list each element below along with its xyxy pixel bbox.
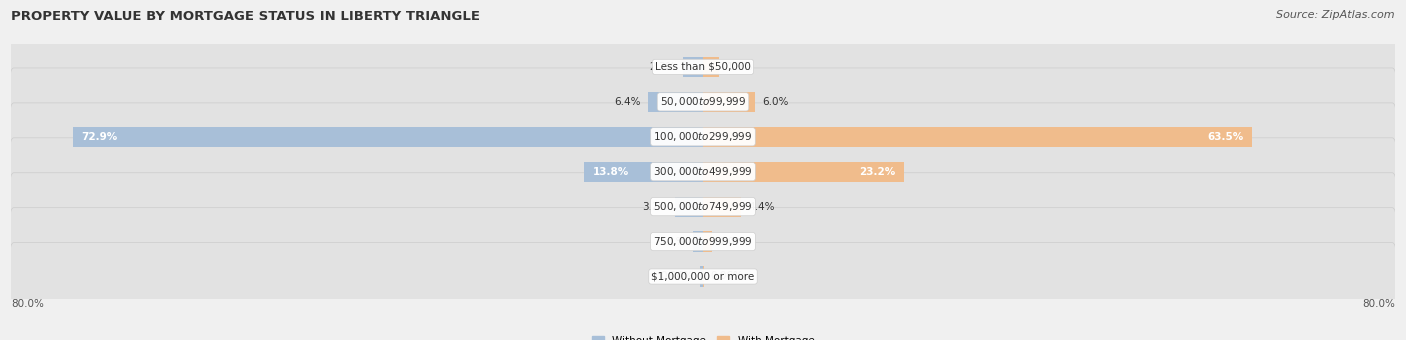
Text: $100,000 to $299,999: $100,000 to $299,999 — [654, 130, 752, 143]
Bar — [703, 162, 904, 182]
Bar — [703, 92, 755, 112]
Text: 6.4%: 6.4% — [614, 97, 641, 107]
FancyBboxPatch shape — [10, 243, 1396, 310]
Bar — [703, 126, 1253, 147]
Bar — [675, 197, 703, 217]
Text: PROPERTY VALUE BY MORTGAGE STATUS IN LIBERTY TRIANGLE: PROPERTY VALUE BY MORTGAGE STATUS IN LIB… — [11, 10, 481, 23]
Text: 23.2%: 23.2% — [859, 167, 896, 177]
Bar — [703, 197, 741, 217]
FancyBboxPatch shape — [10, 68, 1396, 136]
Bar — [703, 57, 720, 77]
Text: 72.9%: 72.9% — [82, 132, 118, 142]
Bar — [583, 162, 703, 182]
Text: 63.5%: 63.5% — [1208, 132, 1243, 142]
FancyBboxPatch shape — [10, 138, 1396, 206]
Legend: Without Mortgage, With Mortgage: Without Mortgage, With Mortgage — [588, 332, 818, 340]
Text: Less than $50,000: Less than $50,000 — [655, 62, 751, 72]
Bar — [700, 266, 703, 287]
Text: 6.0%: 6.0% — [762, 97, 789, 107]
Text: $50,000 to $99,999: $50,000 to $99,999 — [659, 95, 747, 108]
Text: $500,000 to $749,999: $500,000 to $749,999 — [654, 200, 752, 213]
Text: $1,000,000 or more: $1,000,000 or more — [651, 272, 755, 282]
Text: 2.3%: 2.3% — [650, 62, 676, 72]
Text: 1.0%: 1.0% — [718, 237, 745, 246]
Text: $300,000 to $499,999: $300,000 to $499,999 — [654, 165, 752, 178]
Text: 3.2%: 3.2% — [643, 202, 668, 211]
Text: 0.34%: 0.34% — [661, 272, 693, 282]
Text: 1.9%: 1.9% — [727, 62, 752, 72]
Bar — [683, 57, 703, 77]
FancyBboxPatch shape — [10, 208, 1396, 275]
Text: 4.4%: 4.4% — [748, 202, 775, 211]
Text: 0.06%: 0.06% — [710, 272, 744, 282]
Text: $750,000 to $999,999: $750,000 to $999,999 — [654, 235, 752, 248]
Bar — [693, 232, 703, 252]
FancyBboxPatch shape — [10, 173, 1396, 240]
FancyBboxPatch shape — [10, 33, 1396, 101]
Text: 1.1%: 1.1% — [659, 237, 686, 246]
Text: 80.0%: 80.0% — [11, 299, 44, 309]
Bar — [73, 126, 703, 147]
Bar — [648, 92, 703, 112]
Bar — [703, 232, 711, 252]
FancyBboxPatch shape — [10, 103, 1396, 171]
Text: 80.0%: 80.0% — [1362, 299, 1395, 309]
Text: Source: ZipAtlas.com: Source: ZipAtlas.com — [1277, 10, 1395, 20]
Text: 13.8%: 13.8% — [592, 167, 628, 177]
